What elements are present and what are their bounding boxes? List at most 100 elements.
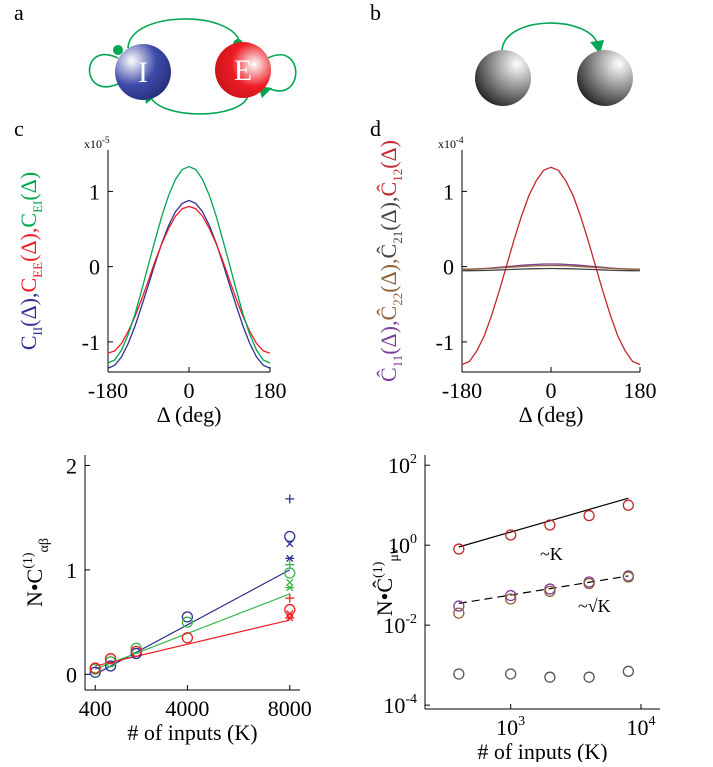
node-label: E [234, 54, 252, 87]
series-name: C [16, 278, 41, 293]
panel-label: b [370, 0, 381, 25]
fit-line [95, 593, 290, 670]
series-suffix: (Δ), [376, 320, 401, 354]
marker [286, 578, 294, 587]
y-tick-label-exp: 2 [410, 452, 417, 467]
marker [89, 666, 101, 678]
series-sub: 11 [390, 355, 405, 368]
node [577, 50, 633, 106]
series-suffix: (Δ) [376, 140, 401, 169]
node-e [215, 42, 271, 98]
marker [622, 499, 634, 511]
series-sub: EI [30, 201, 45, 213]
marker [544, 585, 556, 598]
marker [505, 589, 517, 602]
marker [104, 656, 117, 668]
marker [285, 560, 295, 570]
y-label-sub: μν [387, 548, 402, 562]
node [475, 50, 531, 106]
marker [89, 662, 101, 674]
y-axis-label: N•C(1)αβ [21, 538, 52, 607]
marker [453, 607, 465, 619]
node-i [115, 44, 171, 100]
x-axis-label: # of inputs (K) [127, 720, 257, 745]
axis-multiplier: x10-5 [84, 135, 110, 151]
marker [453, 600, 465, 612]
y-tick-label-exp: 0 [410, 532, 417, 547]
series-line [107, 205, 271, 354]
marker [181, 632, 194, 644]
annotation: ~K [540, 544, 563, 564]
y-axis-label: CII(Δ),CEE(Δ),CEI(Δ) [16, 172, 45, 350]
marker [285, 593, 295, 603]
multiplier-base: x10 [438, 137, 456, 151]
x-tick-label-exp: 4 [648, 714, 655, 729]
marker [583, 671, 595, 683]
panel-label: c [14, 116, 24, 141]
x-tick-label: 400 [79, 696, 112, 721]
marker [505, 593, 517, 605]
multiplier-exp: -4 [456, 135, 464, 145]
marker [181, 616, 194, 628]
marker [544, 519, 556, 531]
series-suffix: (Δ), [376, 258, 401, 292]
x-tick-label: 104 [626, 714, 655, 740]
marker [284, 530, 296, 543]
multiplier-exp: -5 [102, 135, 110, 145]
diagram-a: a I E [14, 0, 297, 115]
y-label-text: N•C [22, 569, 47, 607]
series-sub: II [30, 327, 45, 336]
marker [104, 660, 117, 672]
y-tick-label: 1 [443, 179, 454, 204]
x-tick-label-exp: 3 [518, 714, 525, 729]
series-line [461, 264, 641, 270]
marker [622, 571, 634, 583]
marker [181, 611, 194, 623]
x-tick-label: 0 [184, 378, 195, 403]
inhibitory-synapse [113, 45, 123, 55]
marker [130, 642, 142, 654]
y-tick-label: -1 [82, 330, 100, 355]
marker [583, 509, 595, 522]
x-tick-label: 0 [546, 378, 557, 403]
y-label-text: N•Ĉ [372, 578, 397, 616]
fit-line [458, 497, 629, 548]
y-tick-label-exp: -2 [405, 612, 417, 627]
x-axis-label: # of inputs (K) [477, 739, 607, 762]
axis-multiplier: x10-4 [438, 135, 464, 151]
x-tick-label: 180 [254, 378, 287, 403]
edge [127, 18, 241, 49]
marker [285, 584, 295, 592]
y-tick-label: 0 [66, 662, 77, 687]
marker [622, 665, 634, 677]
marker [104, 653, 117, 665]
edge [149, 95, 249, 115]
y-tick-label: 2 [66, 453, 77, 478]
y-tick-label: 0 [443, 255, 454, 280]
fit-line [95, 619, 290, 667]
panel-label: a [14, 0, 24, 25]
y-tick-label: 0 [89, 255, 100, 280]
y-axis-label: N•Ĉ(1)μν [371, 548, 402, 616]
multiplier-base: x10 [84, 137, 102, 151]
marker [284, 567, 296, 579]
marker [285, 494, 295, 504]
x-tick-label: 103 [496, 714, 525, 740]
series-line [107, 199, 271, 369]
annotation: ~√K [578, 596, 611, 616]
series-name: Ĉ [376, 306, 401, 321]
series-suffix: (Δ) [16, 172, 41, 201]
y-tick-label: 102 [388, 452, 417, 478]
self-loop [88, 53, 119, 88]
series-suffix: (Δ), [376, 196, 401, 230]
panel-label: d [370, 116, 381, 141]
x-tick-label: 4000 [165, 696, 209, 721]
x-axis-label: Δ (deg) [519, 402, 584, 427]
x-tick-label: 8000 [268, 696, 312, 721]
y-tick-label: 1 [66, 558, 77, 583]
series-name: C [16, 335, 41, 350]
series-name: Ĉ [376, 244, 401, 259]
x-tick-label: -180 [442, 378, 482, 403]
marker [453, 668, 465, 680]
edge [501, 22, 599, 51]
